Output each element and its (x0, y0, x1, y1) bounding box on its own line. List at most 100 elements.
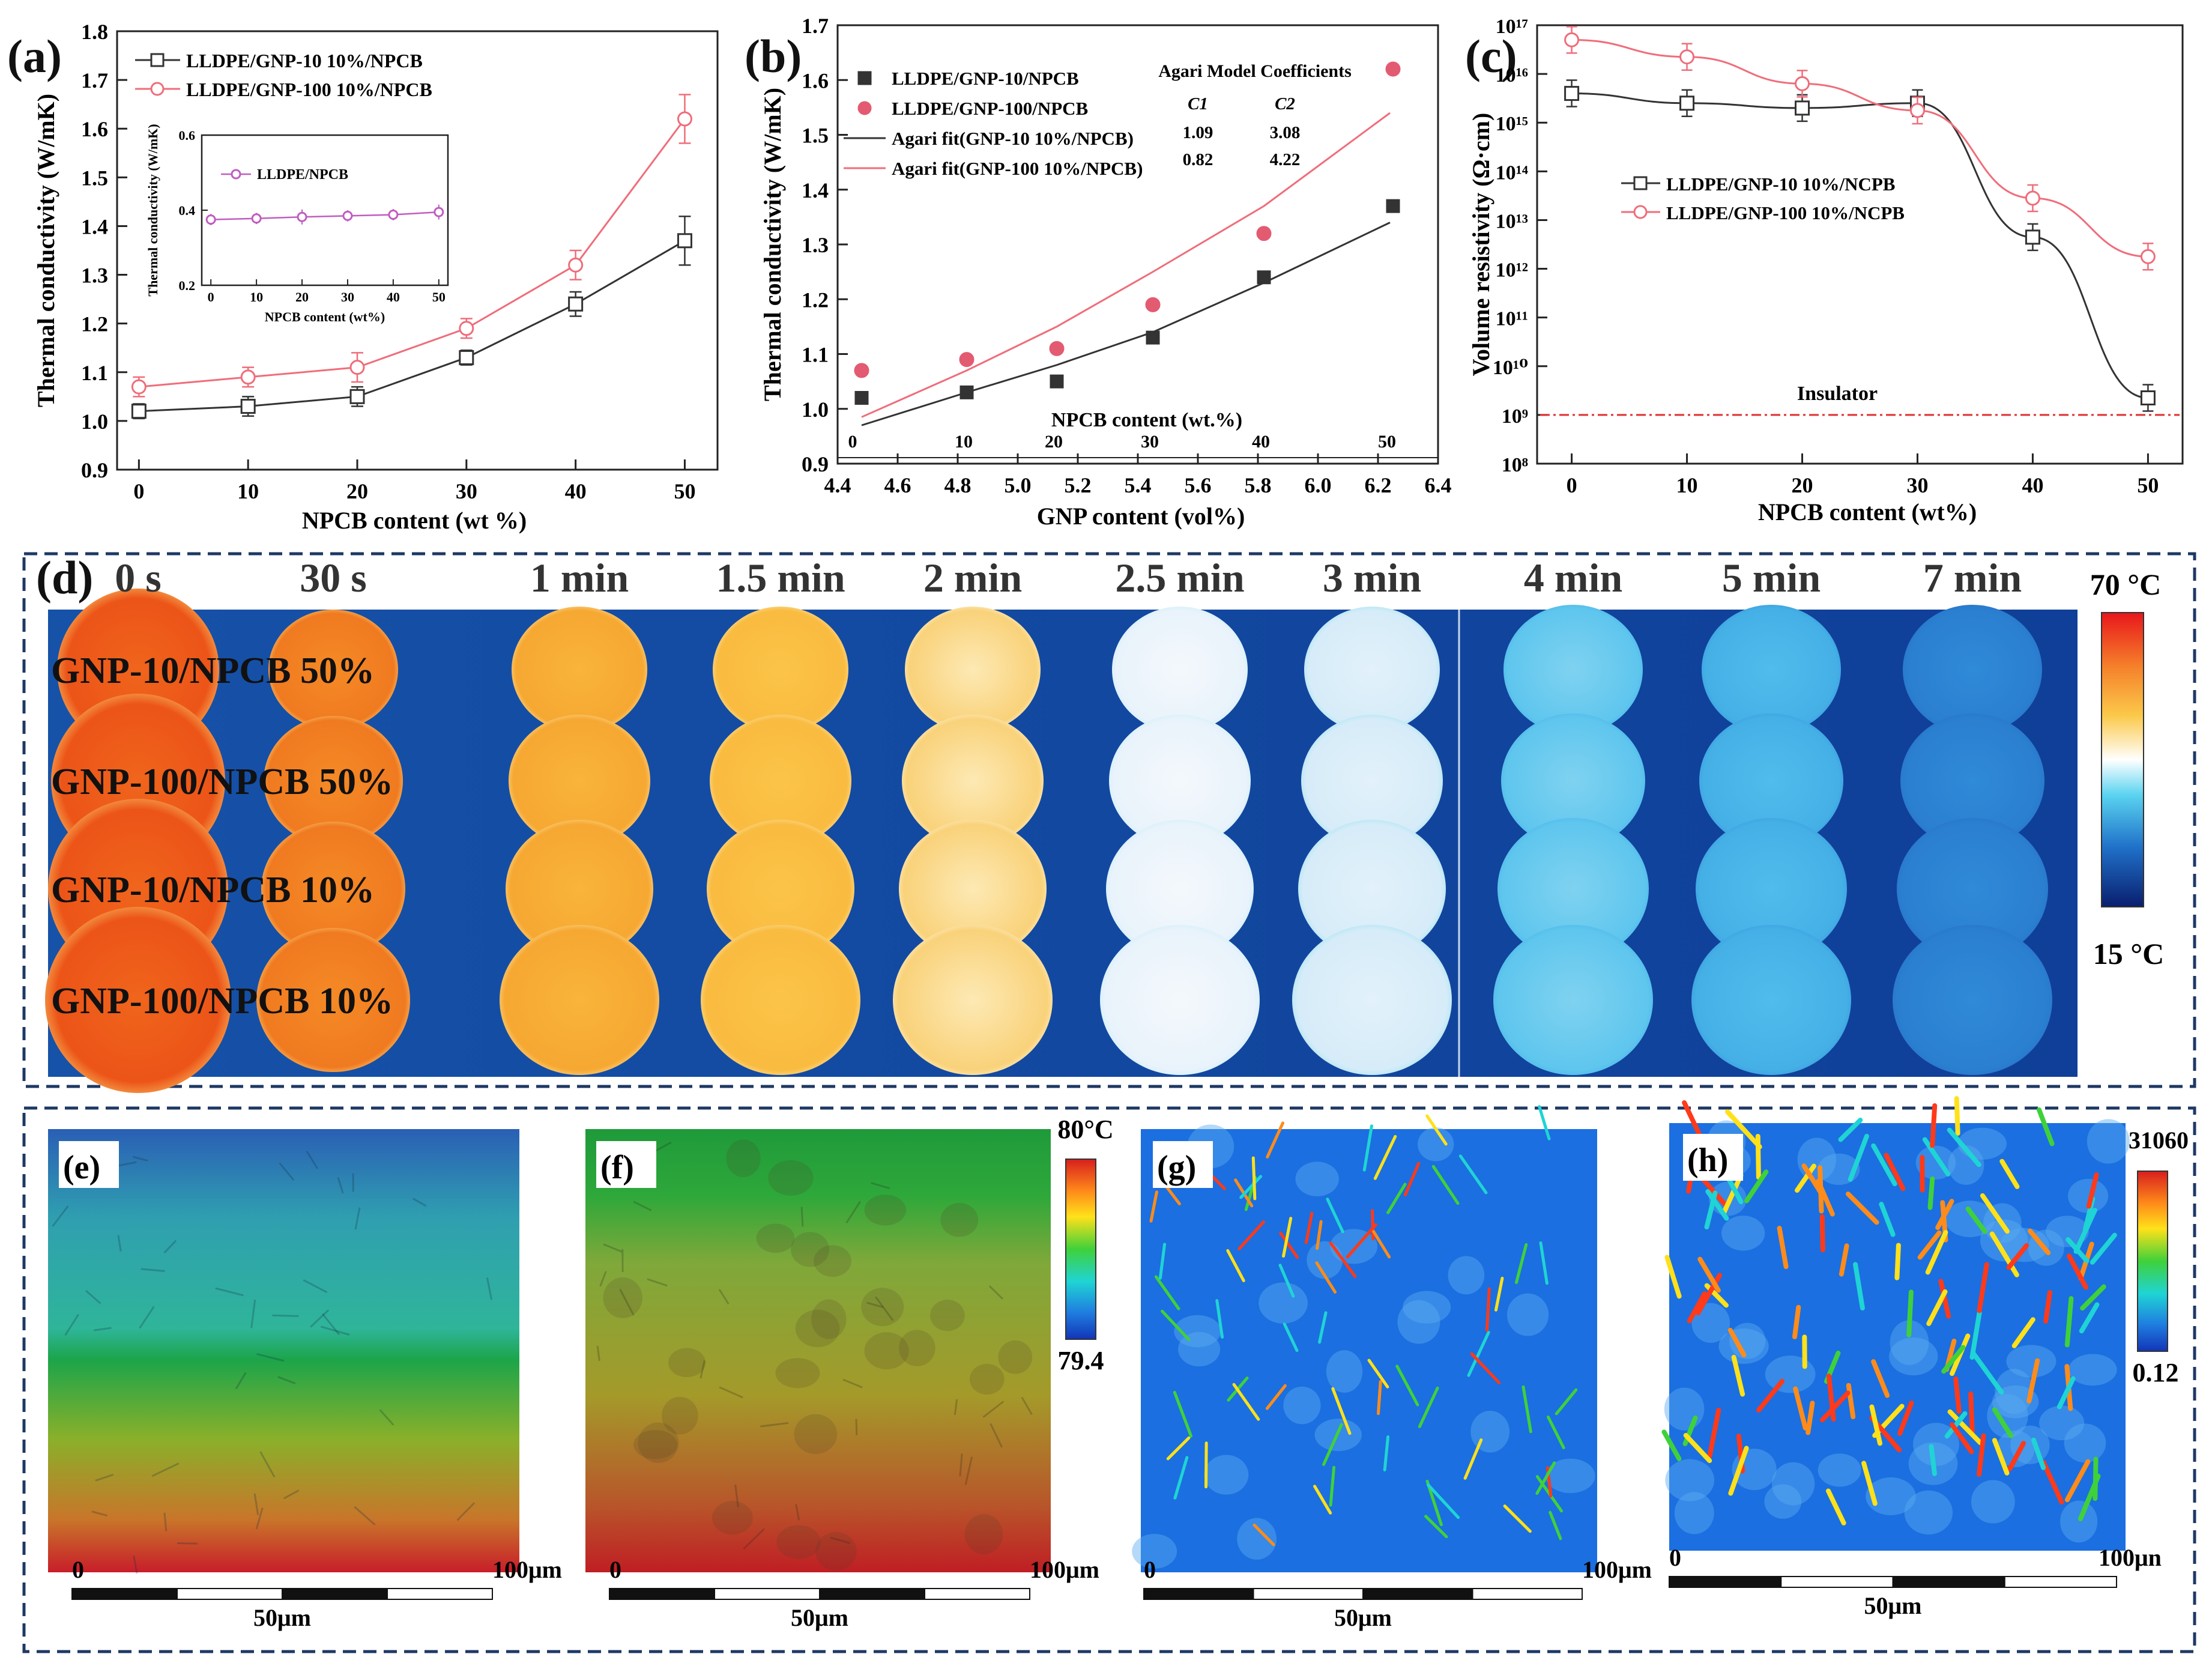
y-tick-label: 10⁸ (1502, 454, 1528, 476)
series-line (1571, 92, 2148, 399)
filler-fiber (91, 1510, 108, 1517)
flux-arrow (2026, 1358, 2040, 1404)
secondary-tick-label: 50 (1378, 432, 1396, 452)
flux-arrow (1818, 1165, 1824, 1214)
flux-region (1890, 1320, 1929, 1365)
sample-disc (1493, 925, 1653, 1075)
flux-arrow (1372, 1229, 1391, 1259)
x-tick-label: 5.0 (1005, 473, 1032, 497)
sample-disc (1699, 713, 1843, 848)
filler-fiber (743, 1528, 765, 1550)
legend-marker (150, 53, 165, 67)
inset-series-line (211, 211, 439, 220)
flux-arrow (1226, 1249, 1245, 1282)
filler-fiber (719, 1386, 743, 1399)
flux-arrow (1322, 1423, 1343, 1466)
flux-arrow (1538, 1105, 1551, 1140)
filler-particle (712, 1501, 753, 1535)
colorbar-min: 15 °C (2093, 937, 2165, 971)
filler-fiber (379, 1409, 394, 1426)
flux-arrow (1826, 1374, 1836, 1422)
legend-label: LLDPE/GNP-10/NPCB (892, 68, 1079, 89)
flux-arrow (1237, 1220, 1265, 1250)
scalebar-segment (1143, 1588, 1254, 1600)
filler-fiber (842, 1378, 863, 1389)
data-point (2140, 390, 2156, 405)
flux-arrow (1795, 1163, 1816, 1193)
filler-fiber (310, 1309, 330, 1328)
filler-fiber (760, 1422, 789, 1428)
flux-arrow (1166, 1436, 1191, 1461)
x-tick-label: 40 (2022, 473, 2043, 497)
flux-region (1470, 1411, 1510, 1453)
flux-arrow (1971, 1351, 2004, 1395)
inset-x-tick-label: 30 (341, 289, 354, 304)
flux-arrow (1820, 1390, 1851, 1423)
flux-region (1237, 1518, 1277, 1560)
y-tick-label: 0.9 (802, 452, 829, 476)
y-tick-label: 10¹⁶ (1496, 64, 1528, 86)
flux-arrow (1869, 1404, 1883, 1446)
data-point (240, 369, 256, 385)
inset-y-tick-label: 0.6 (179, 128, 196, 143)
colorbar-max: 31060 (2129, 1127, 2189, 1154)
filler-fiber (596, 1345, 600, 1362)
data-point (568, 257, 584, 273)
flux-arrow (1968, 1391, 1975, 1434)
sample-disc (1301, 715, 1443, 847)
filler-fiber (619, 1288, 635, 1316)
flux-region (1948, 1145, 1984, 1185)
flux-region (1403, 1291, 1451, 1324)
flux-arrow (1418, 1386, 1439, 1428)
sample-disc (509, 715, 650, 847)
x-tick-label: 20 (1792, 473, 1813, 497)
flux-region (1996, 1430, 2035, 1467)
flux-region (1326, 1350, 1363, 1393)
sample-disc (713, 607, 848, 733)
data-point (1679, 95, 1695, 111)
filler-fiber (277, 1376, 296, 1384)
flux-arrow (1755, 1133, 1761, 1180)
flux-arrow (1806, 1401, 1815, 1435)
flux-arrow (1403, 1162, 1421, 1197)
y-tick-label: 1.2 (802, 288, 829, 312)
x-tick-label: 10 (237, 479, 259, 503)
flux-region (1971, 1480, 2015, 1524)
filler-fiber (845, 1201, 862, 1224)
y-tick-label: 10⁹ (1502, 405, 1528, 428)
sample-disc (261, 822, 405, 956)
flux-arrow (1792, 1304, 1801, 1339)
flux-arrow (1431, 1165, 1460, 1205)
x-tick-label: 6.2 (1365, 473, 1392, 497)
filler-fiber (964, 1456, 973, 1485)
temperature-colorbar (2101, 612, 2144, 907)
filler-particle (794, 1414, 838, 1455)
flux-region (1674, 1492, 1714, 1534)
temperature-colorbar (1065, 1159, 1096, 1340)
inset-data-point (251, 213, 262, 224)
sample-disc (710, 715, 851, 847)
scalebar-segment (1362, 1588, 1473, 1600)
flux-arrow (1861, 1461, 1878, 1506)
filler-fiber (456, 1502, 476, 1521)
time-label: 1.5 min (716, 555, 845, 601)
agari-coefficients-table: Agari Model Coefficients C1 C2 1.09 3.08… (1158, 61, 1352, 169)
filler-particle (861, 1288, 904, 1326)
sample-disc (899, 820, 1047, 958)
time-label: 1 min (530, 555, 629, 601)
filler-particle (969, 1363, 1005, 1395)
sample-label: GNP-10/NPCB 50% (51, 650, 375, 691)
filler-particle (864, 1332, 909, 1369)
filler-fiber (988, 1285, 1004, 1300)
flux-region (1771, 1462, 1815, 1506)
flux-region (1506, 1293, 1549, 1336)
panel-b-chart: (b) 0.9 1.0 1.1 1.2 1.3 1.4 1.5 1.6 1.7 4.4 4.6 4.… (745, 14, 1452, 530)
data-point (2025, 190, 2040, 206)
flux-arrow (1265, 1384, 1287, 1410)
flux-arrow (1744, 1169, 1769, 1204)
x-tick-label: 6.0 (1305, 473, 1332, 497)
flux-arrow (1329, 1241, 1357, 1278)
filler-fiber (1021, 1396, 1033, 1416)
filler-fiber (52, 1205, 69, 1227)
y-tick-label: 1.1 (81, 361, 108, 385)
